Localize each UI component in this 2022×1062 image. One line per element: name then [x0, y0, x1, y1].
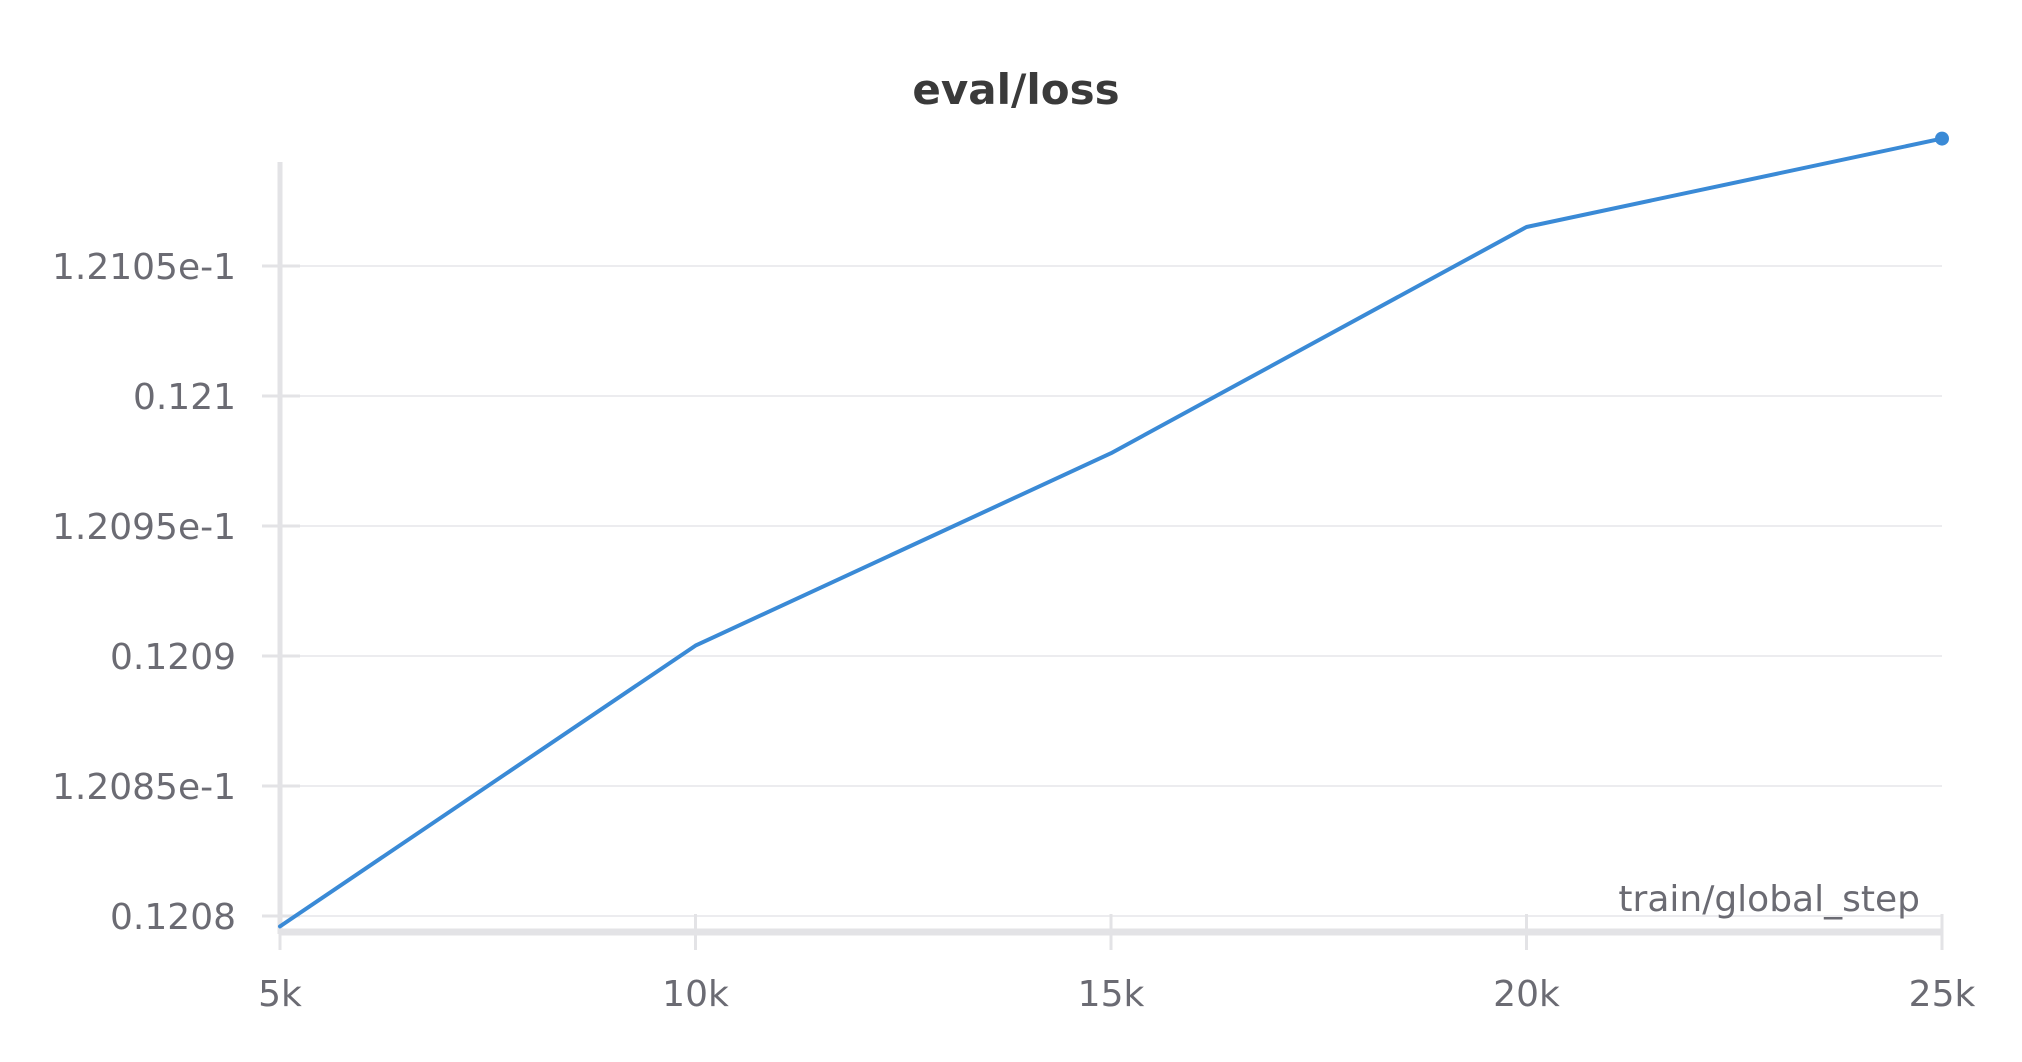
y-tick-label: 0.121: [133, 377, 236, 418]
y-tick-label: 1.2085e-1: [52, 767, 236, 808]
y-tick-label: 1.2095e-1: [52, 507, 236, 548]
y-tick-label: 0.1209: [110, 637, 236, 678]
x-tick-label: 20k: [1493, 974, 1560, 1015]
x-tick-label: 15k: [1078, 974, 1145, 1015]
chart-title: eval/loss: [912, 65, 1119, 114]
x-tick-labels: 5k 10k 15k 20k 25k: [258, 974, 1975, 1015]
x-axis-label: train/global_step: [1618, 879, 1920, 920]
axis-ticks: [262, 264, 1944, 950]
grid-lines: [280, 265, 1942, 917]
x-tick-label: 10k: [662, 974, 729, 1015]
series-line: [278, 136, 1944, 929]
series-layer: [278, 131, 1949, 929]
y-tick-label: 0.1208: [110, 897, 236, 938]
y-tick-labels: 0.1208 1.2085e-1 0.1209 1.2095e-1 0.121 1.210…: [52, 247, 236, 938]
y-tick-label: 1.2105e-1: [52, 247, 236, 288]
series-end-point: [1935, 131, 1949, 146]
x-tick-label: 25k: [1909, 974, 1976, 1015]
x-tick-label: 5k: [258, 974, 302, 1015]
